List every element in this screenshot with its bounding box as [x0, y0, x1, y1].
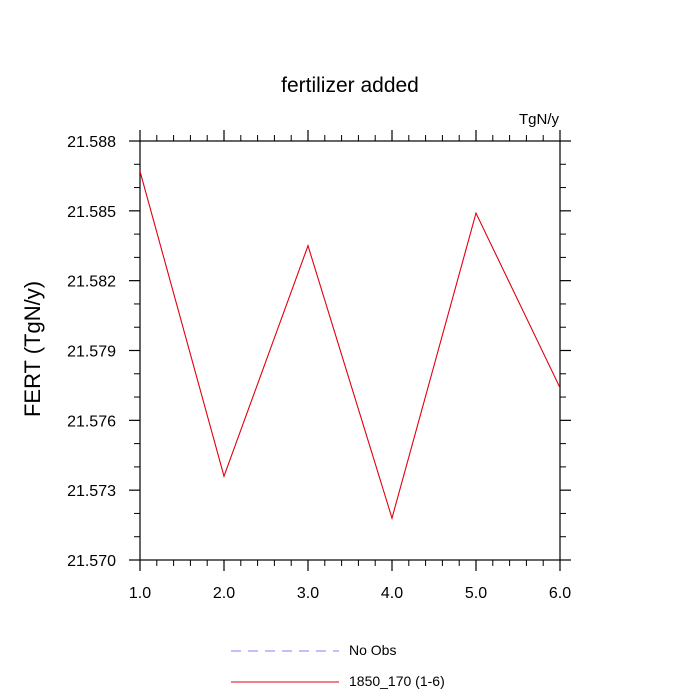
x-tick-label: 3.0	[297, 585, 319, 602]
y-tick-label: 21.573	[67, 483, 116, 500]
x-tick-label: 1.0	[129, 585, 151, 602]
data-point	[223, 475, 225, 477]
data-point	[475, 212, 477, 214]
units-label: TgN/y	[519, 111, 560, 128]
data-point	[140, 170, 141, 172]
y-tick-label: 21.579	[67, 344, 116, 361]
x-tick-label: 4.0	[381, 585, 403, 602]
legend-label: 1850_170 (1-6)	[349, 673, 445, 689]
data-point	[559, 387, 560, 389]
x-tick-label: 5.0	[465, 585, 487, 602]
y-tick-label: 21.576	[67, 413, 116, 430]
chart-title: fertilizer added	[281, 74, 419, 97]
y-tick-label: 21.588	[67, 134, 116, 151]
plot-border	[139, 140, 561, 561]
x-tick-label: 6.0	[549, 585, 571, 602]
data-point	[307, 245, 309, 247]
legend: No Obs 1850_170 (1-6)	[231, 642, 445, 689]
series-group	[140, 170, 560, 521]
legend-label: No Obs	[349, 642, 396, 658]
x-tick-label: 2.0	[213, 585, 235, 602]
data-point	[391, 517, 393, 519]
plot-frame	[139, 140, 561, 561]
tick-labels: 1.0 2.0 3.0 4.0 5.0 6.0 21.570 21.573 21.576 21.5…	[67, 134, 571, 602]
y-tick-label: 21.570	[67, 553, 116, 570]
y-axis-label: FERT (TgN/y)	[20, 281, 45, 417]
series-line	[140, 171, 560, 521]
axis-ticks	[129, 130, 571, 571]
y-tick-label: 21.585	[67, 204, 116, 221]
y-tick-label: 21.582	[67, 274, 116, 291]
